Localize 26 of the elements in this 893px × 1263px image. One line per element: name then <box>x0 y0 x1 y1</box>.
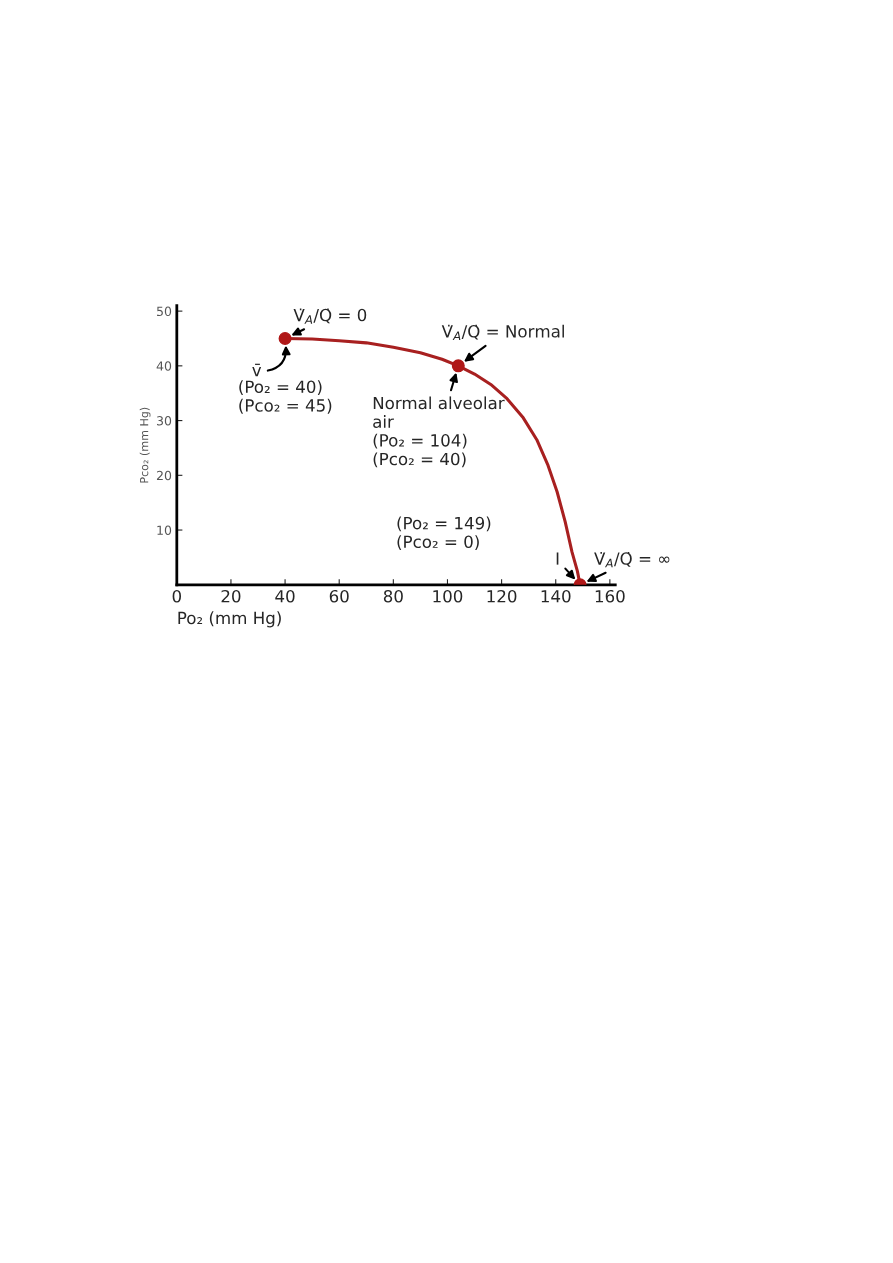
y-tick-label: 30 <box>157 416 172 426</box>
point <box>451 359 465 373</box>
x-tick-label: 60 <box>329 589 349 603</box>
x-tick-label: 0 <box>172 589 182 603</box>
annotation: (Po₂ = 149) (Pco₂ = 0) <box>397 516 491 551</box>
x-axis-title: Po₂ (mm Hg) <box>178 611 281 628</box>
x-tick-label: 100 <box>433 589 463 603</box>
annotation: I <box>556 552 559 565</box>
annotation: V̇$_{A}$/Q̇ = Normal <box>441 324 564 341</box>
x-tick-label: 80 <box>383 589 403 603</box>
y-tick-label: 50 <box>157 306 172 317</box>
y-axis-title: Pco₂ (mm Hg) <box>139 407 151 483</box>
y-tick-label: 40 <box>156 361 172 371</box>
y-tick-label: 10 <box>157 525 172 535</box>
y-tick-label: 20 <box>156 470 172 481</box>
x-tick-label: 20 <box>221 589 241 603</box>
x-tick-label: 160 <box>595 589 625 603</box>
annotation: (Po₂ = 40) (Pco₂ = 45) <box>239 380 332 414</box>
x-tick-label: 40 <box>275 589 295 603</box>
annotation: V̇$_{A}$/Q̇ = ∞ <box>594 551 670 568</box>
point <box>278 331 292 345</box>
annotation: Normal alveolar air (Po₂ = 104) (Pco₂ = 40) <box>373 396 505 468</box>
annotation: v̄ <box>252 363 262 377</box>
annotation: V̇$_{A}$/Q̇ = 0 <box>293 308 367 324</box>
x-tick-label: 140 <box>541 589 571 603</box>
x-tick-label: 120 <box>487 589 517 603</box>
